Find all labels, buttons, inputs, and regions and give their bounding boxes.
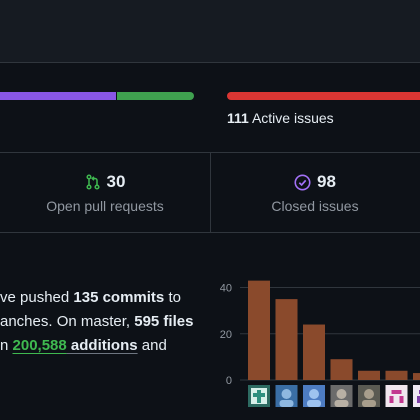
avatar-background [385,385,408,407]
activity-summary: ve pushed 135 commits to anches. On mast… [0,286,193,358]
avatar-teal-cross-icon[interactable] [248,385,270,407]
summary-text: ve pushed [0,289,74,306]
open-pull-requests-stat[interactable]: 30 Open pull requests [0,172,210,214]
open-pr-count: 30 [106,172,126,191]
avatar-blue-person-2-icon[interactable] [303,385,325,407]
y-tick-label: 40 [220,283,232,295]
summary-text: anches. On master, [0,313,135,330]
contributor-bar[interactable] [413,373,420,380]
contributor-bar[interactable] [303,324,325,380]
additions-link[interactable]: 200,588 additions [13,337,138,354]
additions-label: additions [66,337,138,354]
avatar-body [307,400,321,407]
merged-pr-bar [0,92,116,100]
avatar-pattern [417,396,420,403]
summary-line-2: anches. On master, 595 files [0,310,193,334]
summary-text: n [0,337,13,354]
contributor-bar[interactable] [275,299,298,380]
avatar-cross-h [253,393,265,397]
active-issues-bar [227,92,420,100]
avatar-head [309,389,319,399]
open-pr-bar [117,92,194,100]
summary-line-3: n 200,588 additions and [0,334,193,358]
contributor-bar[interactable] [358,370,380,380]
closed-issues-count: 98 [317,172,336,191]
avatar-pattern [391,390,402,394]
avatar-photo-2-icon[interactable] [358,385,380,407]
active-issues-count: 111 [227,110,249,126]
stats-top-divider [0,152,420,153]
closed-issues-stat[interactable]: 98 Closed issues [210,172,420,214]
avatar-pink-pattern-icon[interactable] [385,385,408,407]
summary-line-1: ve pushed 135 commits to [0,286,193,310]
files-count: 595 files [134,313,194,330]
y-tick-label: 0 [226,375,232,387]
summary-text: and [137,337,167,354]
avatar-head [364,389,374,399]
summary-text: to [164,289,181,306]
y-tick-label: 20 [220,329,232,341]
git-pull-request-icon [85,174,100,190]
avatar-blue-person-icon[interactable] [275,385,298,407]
avatar-background [413,385,420,407]
avatar-photo-icon[interactable] [330,385,353,407]
avatar-body [362,400,376,407]
contributor-bar[interactable] [248,280,270,380]
closed-issues-label: Closed issues [271,198,359,214]
open-pr-label: Open pull requests [46,198,164,214]
commits-count[interactable]: 135 commits [73,289,165,306]
avatar-head [336,389,347,399]
additions-count: 200,588 [12,337,67,354]
avatar-body [279,400,294,407]
contributor-bar[interactable] [330,359,353,380]
contributor-bar[interactable] [385,370,408,380]
stats-bottom-divider [0,232,420,233]
active-issues-label: Active issues [251,110,334,126]
issue-closed-icon [294,173,311,191]
stats-middle-divider [210,153,211,232]
avatar-pattern [389,396,394,403]
avatar-head [281,389,292,399]
avatar-pattern [399,396,404,403]
header-band [0,0,420,63]
active-issues-text[interactable]: 111 Active issues [227,110,334,126]
avatar-purple-pattern-icon[interactable] [413,385,420,407]
contributors-bar-chart: 0 20 40 [220,280,420,407]
avatar-body [334,400,349,407]
